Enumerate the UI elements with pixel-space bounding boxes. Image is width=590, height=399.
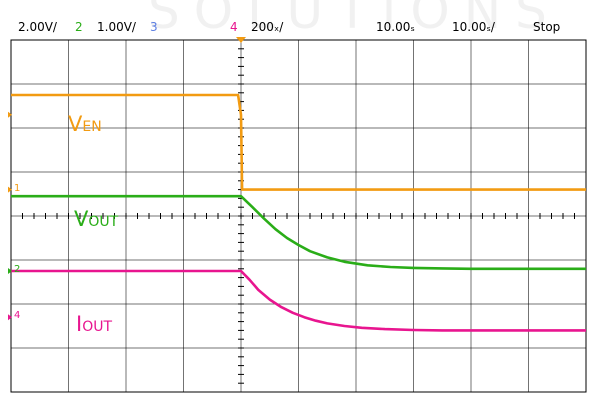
ground-arrow: [8, 268, 12, 274]
ch4-ground-marker: 4: [14, 310, 21, 322]
timebase-scale: 10.00ₛ/: [452, 20, 495, 34]
iout-label-main: I: [76, 312, 83, 336]
vout-trace: [11, 194, 586, 271]
trigger-position-marker: [236, 37, 246, 43]
watermark: SOLUTIONS: [148, 0, 561, 40]
ven-label: VEN: [68, 113, 102, 138]
ch2-ground-marker: 2: [14, 264, 21, 275]
vout-label: VOUT: [74, 208, 118, 233]
traces: [11, 93, 586, 332]
ch3-number: 3: [150, 20, 158, 34]
ch2-number: 2: [75, 20, 83, 34]
run-state: Stop: [533, 20, 561, 34]
ch4-number: 4: [230, 20, 238, 34]
trigger-level-marker: [8, 111, 12, 118]
ground-arrow: [8, 314, 12, 321]
graticule: [10, 39, 587, 393]
ch1-scale: 2.00V/: [18, 20, 57, 34]
iout-label-sub: OUT: [82, 319, 113, 335]
timebase-position: 10.00ₛ: [376, 20, 415, 34]
iout-label: IOUT: [76, 313, 112, 338]
vout-label-sub: OUT: [88, 214, 119, 230]
ven-label-sub: EN: [82, 119, 102, 135]
ch1-ground-marker: 1: [14, 182, 21, 194]
ven-label-main: V: [68, 112, 83, 136]
ch2-scale: 1.00V/: [97, 20, 136, 34]
vout-label-main: V: [74, 207, 89, 231]
trigger-marker: [8, 37, 246, 321]
ven-trace: [11, 93, 586, 191]
iout-trace: [11, 269, 586, 332]
ground-arrow: [8, 186, 12, 193]
ch4-scale: 200ₓ/: [251, 20, 284, 34]
